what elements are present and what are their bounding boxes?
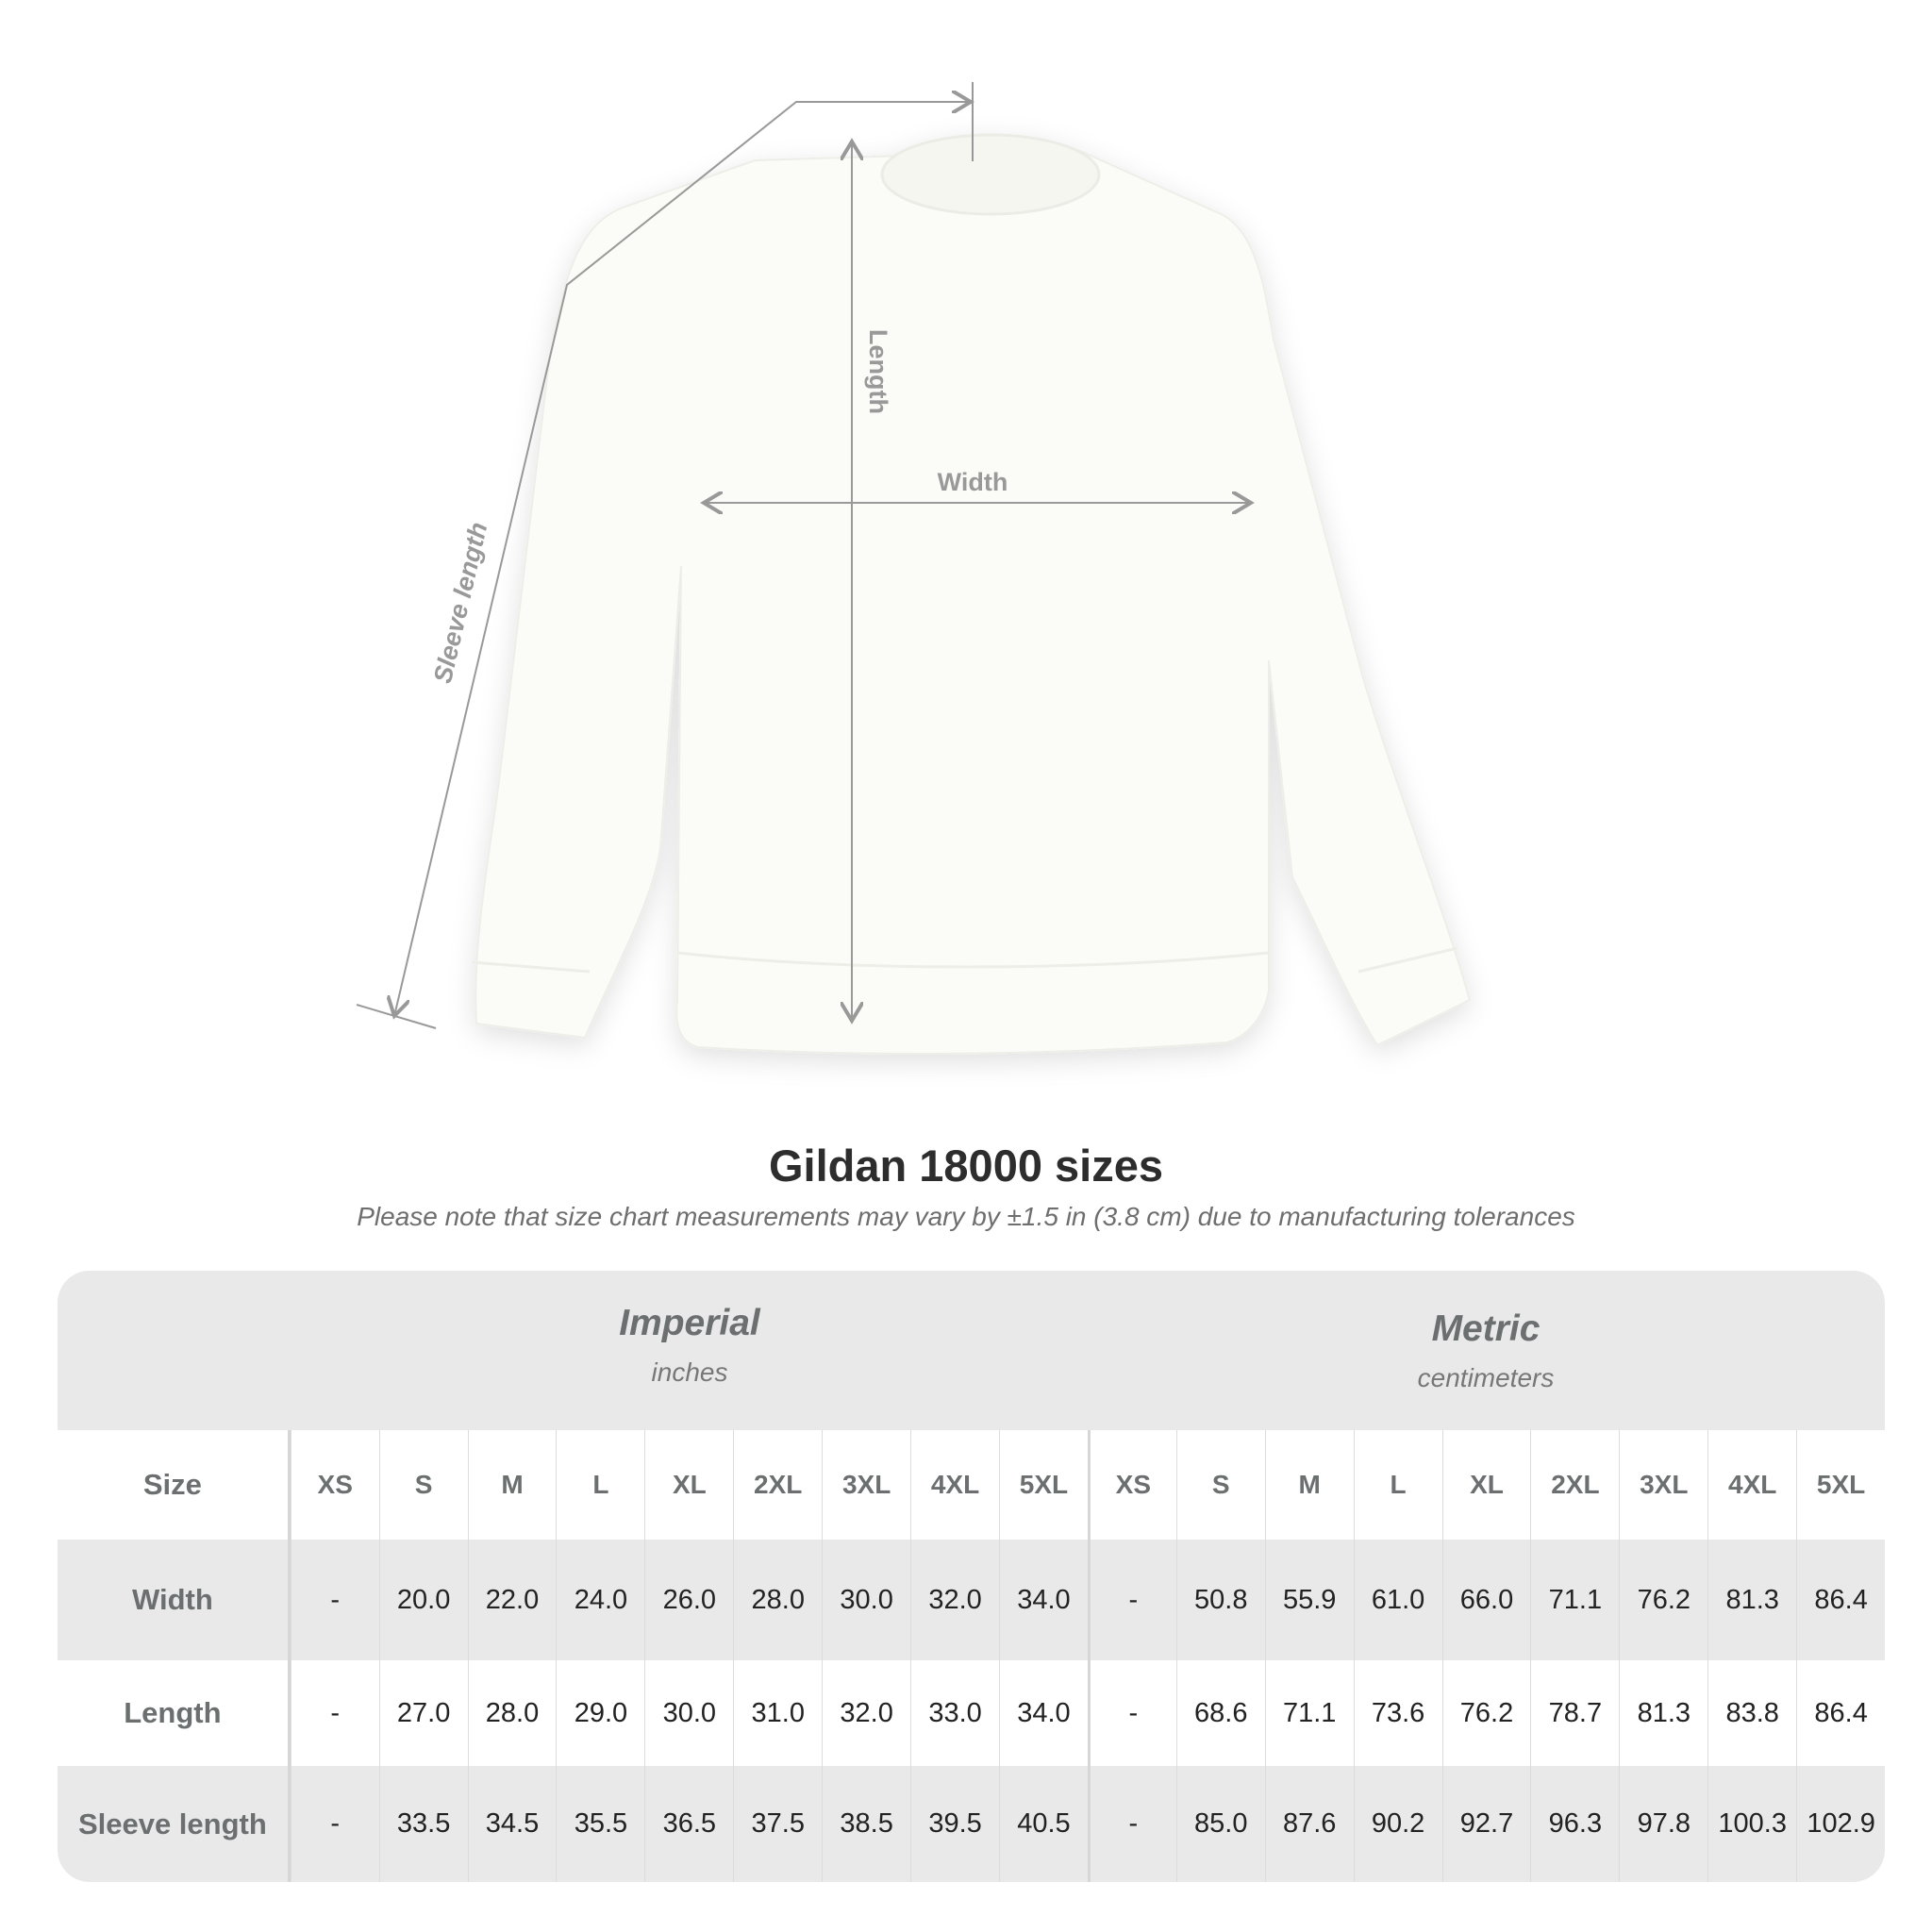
imperial-value: 33.0 [910,1660,999,1766]
imperial-value: - [290,1766,379,1882]
metric-value: 76.2 [1441,1660,1531,1766]
imperial-size-header: 5XL [999,1430,1088,1540]
metric-value: 78.7 [1530,1660,1619,1766]
sleeve-length-label: Sleeve length [428,520,492,686]
imperial-value: 30.0 [644,1660,733,1766]
sweatshirt-image [471,133,1472,1055]
metric-value: 100.3 [1707,1766,1796,1882]
imperial-value: - [290,1660,379,1766]
metric-value: 87.6 [1264,1766,1354,1882]
sweatshirt-diagram: Length Width Sleeve length [356,82,1472,1055]
imperial-header: Imperial inches [291,1271,1089,1430]
metric-value: 81.3 [1619,1660,1707,1766]
imperial-value: 27.0 [378,1660,468,1766]
metric-value: 83.8 [1707,1660,1796,1766]
imperial-value: 28.0 [733,1540,822,1660]
imperial-value: 38.5 [822,1766,910,1882]
metric-value: 102.9 [1796,1766,1885,1882]
metric-value: - [1087,1540,1176,1660]
metric-value: 73.6 [1353,1660,1442,1766]
imperial-size-header: L [556,1430,644,1540]
metric-value: 97.8 [1619,1766,1707,1882]
table-row: Width -20.0 22.0 24.0 26.0 28.0 30.0 32.0 34.0-5… [58,1540,1885,1660]
metric-size-header: XS [1087,1430,1176,1540]
width-label: Width [938,468,1008,496]
metric-value: 76.2 [1619,1540,1707,1660]
metric-value: 66.0 [1441,1540,1531,1660]
metric-size-header: M [1264,1430,1354,1540]
imperial-value: 34.0 [999,1540,1088,1660]
metric-value: 96.3 [1530,1766,1619,1882]
row-label: Width [58,1540,291,1660]
imperial-size-header: XS [290,1430,379,1540]
imperial-value: 20.0 [378,1540,468,1660]
imperial-size-header: 4XL [910,1430,999,1540]
metric-value: 85.0 [1175,1766,1265,1882]
table-row: Sleeve length -33.5 34.5 35.5 36.5 37.5 38.5 39… [58,1766,1885,1882]
metric-value: 81.3 [1707,1540,1796,1660]
imperial-size-header: 2XL [733,1430,822,1540]
metric-value: 55.9 [1264,1540,1354,1660]
imperial-value: 29.0 [556,1660,644,1766]
metric-value: 90.2 [1353,1766,1442,1882]
metric-value: 61.0 [1353,1540,1442,1660]
metric-value: 71.1 [1264,1660,1354,1766]
metric-value: 50.8 [1175,1540,1265,1660]
metric-label: Metric [1431,1308,1541,1349]
tolerance-note: Please note that size chart measurements… [357,1202,1575,1231]
imperial-value: 32.0 [910,1540,999,1660]
imperial-value: - [290,1540,379,1660]
metric-value: 86.4 [1796,1660,1885,1766]
imperial-value: 26.0 [644,1540,733,1660]
metric-value: 71.1 [1530,1540,1619,1660]
table-row: Length -27.0 28.0 29.0 30.0 31.0 32.0 33.0 34.0-… [58,1660,1885,1766]
metric-size-header: S [1175,1430,1265,1540]
row-label: Sleeve length [58,1766,291,1882]
imperial-value: 35.5 [556,1766,644,1882]
metric-unit: centimeters [1417,1363,1555,1392]
imperial-size-header: XL [644,1430,733,1540]
row-label: Length [58,1660,291,1766]
metric-value: 92.7 [1441,1766,1531,1882]
imperial-value: 28.0 [467,1660,557,1766]
sleeve-length-line [394,102,971,1016]
metric-size-header: 3XL [1619,1430,1707,1540]
imperial-size-header: M [467,1430,557,1540]
imperial-value: 40.5 [999,1766,1088,1882]
imperial-value: 37.5 [733,1766,822,1882]
metric-value: - [1087,1660,1176,1766]
imperial-value: 36.5 [644,1766,733,1882]
metric-size-header: XL [1441,1430,1531,1540]
metric-header: Metric centimeters [1087,1271,1885,1430]
metric-size-header: L [1353,1430,1442,1540]
imperial-value: 24.0 [556,1540,644,1660]
imperial-value: 31.0 [733,1660,822,1766]
metric-size-header: 5XL [1796,1430,1885,1540]
metric-value: - [1087,1766,1176,1882]
metric-size-header: 4XL [1707,1430,1796,1540]
imperial-unit: inches [651,1357,728,1387]
size-table: Imperial inches Metric centimeters Size X… [58,1271,1885,1882]
metric-size-header: 2XL [1530,1430,1619,1540]
metric-value: 68.6 [1175,1660,1265,1766]
imperial-value: 22.0 [467,1540,557,1660]
imperial-size-header: S [378,1430,468,1540]
length-label: Length [864,329,892,414]
row-label: Size [58,1430,291,1540]
imperial-value: 34.5 [467,1766,557,1882]
size-header-row: Size XS S M L XL 2XL 3XL 4XL 5XL XS S M L XL 2XL 3XL 4XL 5… [58,1430,1885,1540]
imperial-value: 30.0 [822,1540,910,1660]
imperial-value: 32.0 [822,1660,910,1766]
imperial-label: Imperial [619,1303,760,1343]
imperial-value: 33.5 [378,1766,468,1882]
imperial-value: 39.5 [910,1766,999,1882]
imperial-size-header: 3XL [822,1430,910,1540]
imperial-value: 34.0 [999,1660,1088,1766]
metric-value: 86.4 [1796,1540,1885,1660]
page-title: Gildan 18000 sizes [768,1141,1164,1191]
